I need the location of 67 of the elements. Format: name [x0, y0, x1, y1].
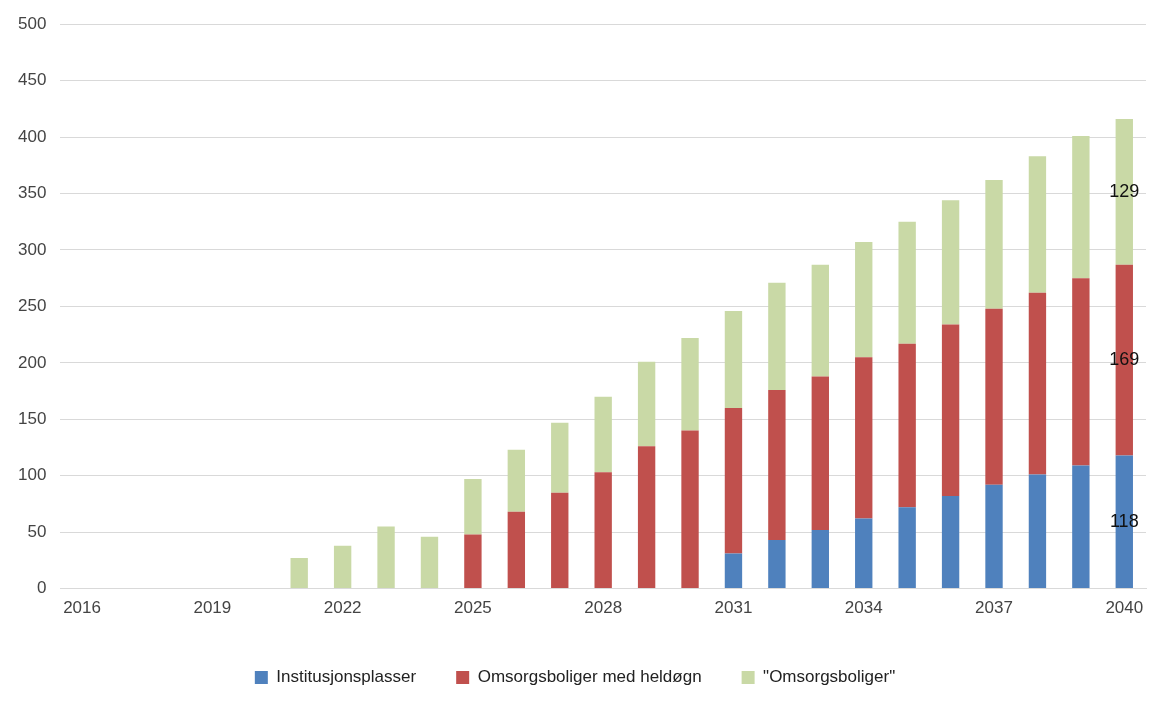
bar	[985, 308, 1003, 485]
bar	[464, 534, 482, 589]
bar	[290, 558, 308, 589]
bar	[594, 396, 612, 473]
y-tick-label: 400	[17, 126, 47, 146]
bar	[855, 518, 873, 589]
x-tick-label: 2025	[453, 598, 492, 618]
y-tick-label: 450	[17, 70, 47, 90]
bar	[898, 343, 916, 508]
bar	[1028, 474, 1047, 589]
y-tick-label: 350	[17, 183, 47, 203]
bar	[768, 540, 786, 589]
y-tick-label: 0	[36, 578, 47, 598]
bar	[594, 472, 612, 589]
bar	[464, 479, 482, 535]
bar	[941, 324, 960, 497]
bar	[551, 422, 569, 493]
x-tick-label: 2040	[1105, 598, 1144, 618]
bar	[507, 449, 526, 512]
y-tick-label: 200	[17, 352, 47, 372]
bar	[420, 536, 439, 589]
bar	[898, 507, 916, 589]
bar	[1028, 292, 1047, 475]
bar	[941, 200, 960, 325]
bar	[507, 511, 526, 589]
bar	[637, 361, 656, 447]
y-tick-label: 150	[17, 408, 47, 428]
bar	[551, 492, 569, 589]
data-label: 129	[1109, 180, 1140, 201]
bar	[637, 446, 656, 589]
bar	[1028, 156, 1047, 293]
bar	[768, 389, 786, 541]
bar	[1072, 278, 1090, 466]
bar	[941, 496, 960, 589]
bar	[333, 545, 352, 589]
bar	[724, 553, 743, 589]
x-tick-label: 2031	[714, 598, 753, 618]
bar	[811, 529, 829, 589]
x-tick-label: 2019	[193, 598, 232, 618]
bar	[985, 484, 1003, 589]
y-tick-label: 50	[27, 521, 47, 541]
bar	[681, 430, 699, 589]
bar	[1072, 465, 1090, 589]
legend-label: Omsorgsboliger med heldøgn	[477, 667, 702, 687]
y-tick-label: 250	[17, 296, 47, 316]
x-tick-label: 2034	[844, 598, 883, 618]
y-tick-label: 500	[17, 13, 47, 33]
x-tick-label: 2016	[63, 598, 101, 618]
legend-label: "Omsorgsboliger"	[763, 667, 896, 687]
bar	[898, 221, 916, 344]
bar	[985, 179, 1003, 309]
bar	[724, 310, 743, 408]
bar	[681, 338, 699, 431]
bar	[811, 376, 829, 530]
bar	[855, 357, 873, 519]
bar	[377, 526, 395, 589]
x-tick-label: 2028	[584, 598, 623, 618]
y-tick-label: 300	[17, 239, 47, 259]
legend-label: Institusjonsplasser	[276, 667, 417, 687]
bar	[855, 242, 873, 358]
bar	[724, 407, 743, 554]
x-tick-label: 2022	[323, 598, 362, 618]
y-tick-label: 100	[17, 465, 47, 485]
bar	[768, 282, 786, 390]
bar	[1072, 135, 1090, 279]
bar	[811, 264, 829, 377]
x-tick-label: 2037	[975, 598, 1013, 618]
